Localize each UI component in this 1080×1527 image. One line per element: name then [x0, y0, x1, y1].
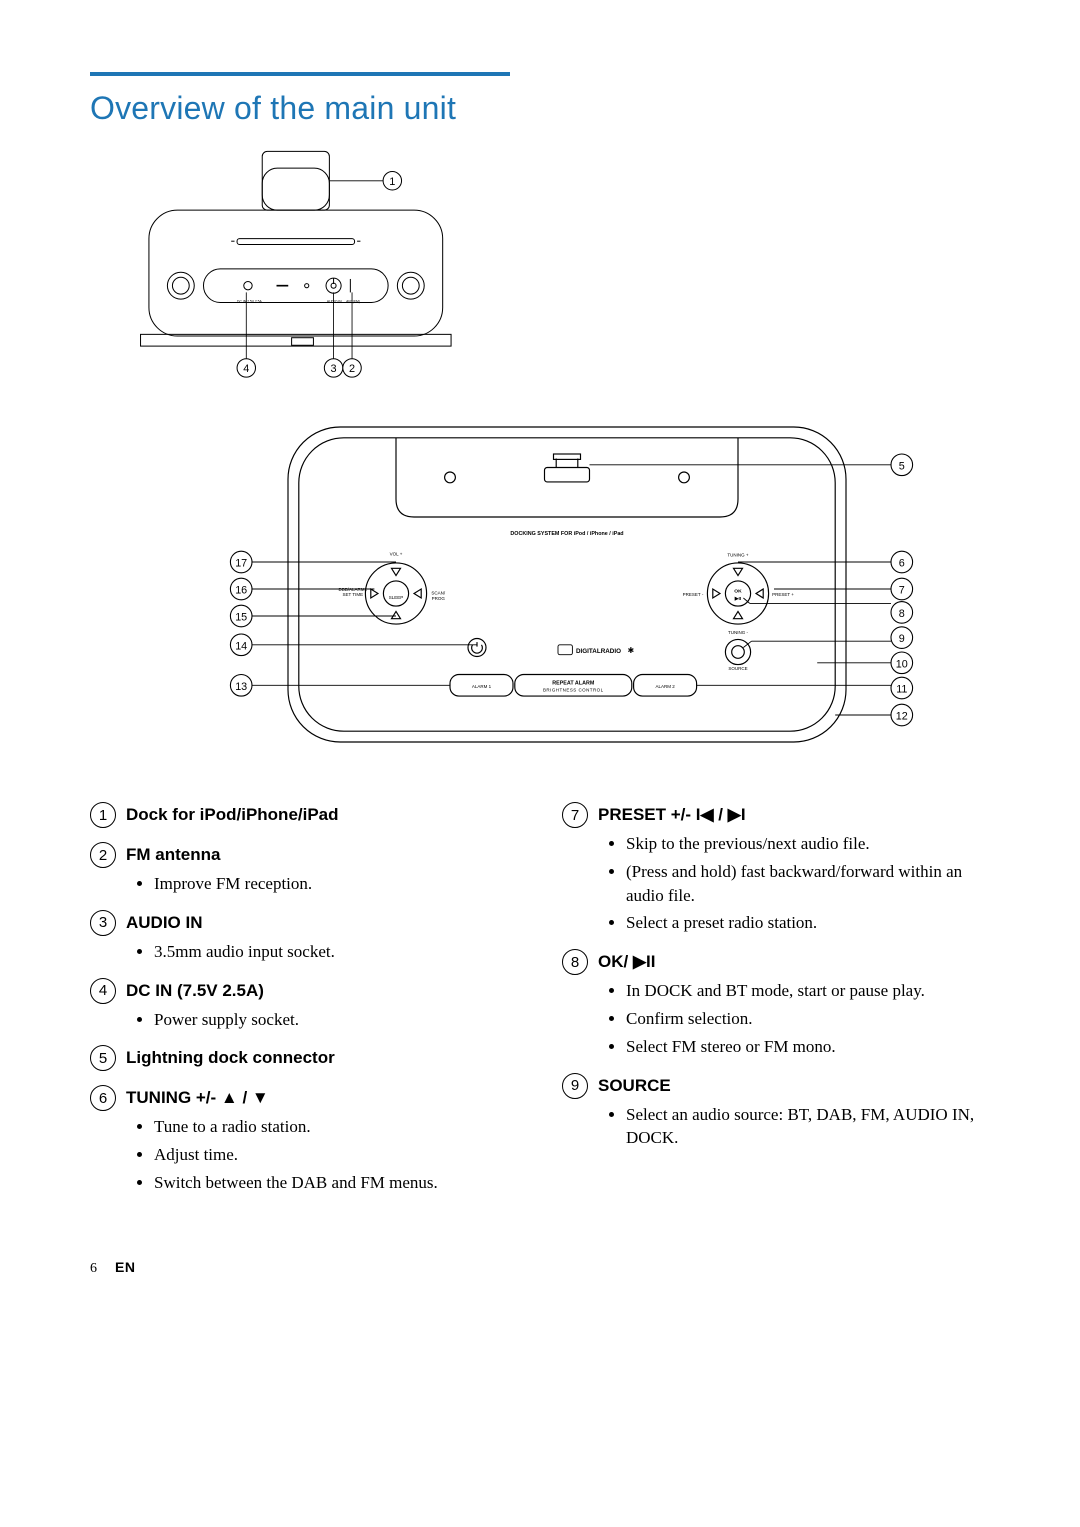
- svg-text:5: 5: [899, 460, 905, 472]
- svg-text:8: 8: [899, 608, 905, 620]
- svg-text:14: 14: [235, 640, 247, 652]
- bullet: Skip to the previous/next audio file.: [626, 832, 990, 856]
- item-3: 3 AUDIO IN 3.5mm audio input socket.: [90, 910, 518, 964]
- bullet: Power supply socket.: [154, 1008, 518, 1032]
- svg-text:PRESET -: PRESET -: [683, 592, 704, 597]
- svg-text:15: 15: [235, 612, 247, 624]
- bullet: Select a preset radio station.: [626, 911, 990, 935]
- item-title-4: DC IN (7.5V 2.5A): [126, 981, 264, 1001]
- item-2: 2 FM antenna Improve FM reception.: [90, 842, 518, 896]
- svg-text:7: 7: [899, 585, 905, 597]
- bullet: Tune to a radio station.: [154, 1115, 518, 1139]
- bullet: Improve FM reception.: [154, 872, 518, 896]
- page-footer: 6 EN: [90, 1259, 990, 1277]
- bullet: In DOCK and BT mode, start or pause play…: [626, 979, 990, 1003]
- item-title-8: OK/ ▶II: [598, 952, 655, 972]
- svg-text:BRIGHTNESS CONTROL: BRIGHTNESS CONTROL: [543, 688, 604, 693]
- page: Overview of the main unit: [0, 0, 1080, 1327]
- item-title-3: AUDIO IN: [126, 913, 203, 933]
- bullet: 3.5mm audio input socket.: [154, 940, 518, 964]
- bullet: Switch between the DAB and FM menus.: [154, 1171, 518, 1195]
- svg-text:▶II: ▶II: [734, 596, 742, 602]
- svg-text:10: 10: [896, 658, 908, 670]
- bullet: Confirm selection.: [626, 1007, 990, 1031]
- svg-text:PROG: PROG: [432, 596, 446, 601]
- bullet: (Press and hold) fast backward/forward w…: [626, 860, 990, 908]
- callout-num-4: 4: [90, 978, 116, 1004]
- svg-text:1: 1: [389, 176, 395, 188]
- svg-text:ANT(FM): ANT(FM): [346, 299, 360, 303]
- svg-text:ALARM 2: ALARM 2: [655, 684, 675, 689]
- descriptions: 1 Dock for iPod/iPhone/iPad 2 FM antenna…: [90, 802, 990, 1209]
- svg-text:2: 2: [349, 363, 355, 375]
- item-6: 6 TUNING +/- ▲ / ▼ Tune to a radio stati…: [90, 1085, 518, 1194]
- item-title-2: FM antenna: [126, 845, 220, 865]
- item-title-7: PRESET +/- I◀ / ▶I: [598, 805, 746, 825]
- svg-text:TUNING -: TUNING -: [728, 630, 748, 635]
- svg-text:12: 12: [896, 711, 908, 723]
- diagram-front: 1 4 3 2 DC IN 7.5V 2.5A AUDIO IN ANT(FM): [90, 143, 990, 383]
- item-title-1: Dock for iPod/iPhone/iPad: [126, 805, 339, 825]
- item-title-9: SOURCE: [598, 1076, 671, 1096]
- item-4: 4 DC IN (7.5V 2.5A) Power supply socket.: [90, 978, 518, 1032]
- svg-text:OK: OK: [734, 589, 742, 595]
- diagram-top: DOCKING SYSTEM FOR iPod / iPhone / iPad …: [90, 409, 990, 774]
- svg-text:VOL +: VOL +: [390, 552, 403, 557]
- bullet: Adjust time.: [154, 1143, 518, 1167]
- callout-num-2: 2: [90, 842, 116, 868]
- item-7: 7 PRESET +/- I◀ / ▶I Skip to the previou…: [562, 802, 990, 935]
- svg-text:13: 13: [235, 681, 247, 693]
- svg-text:SCAN/: SCAN/: [431, 590, 446, 595]
- svg-text:REPEAT ALARM: REPEAT ALARM: [552, 680, 595, 686]
- item-8: 8 OK/ ▶II In DOCK and BT mode, start or …: [562, 949, 990, 1058]
- svg-text:4: 4: [243, 363, 249, 375]
- page-number: 6: [90, 1261, 97, 1277]
- svg-text:DOCKING SYSTEM FOR iPod / iPho: DOCKING SYSTEM FOR iPod / iPhone / iPad: [510, 531, 623, 537]
- svg-text:SOURCE: SOURCE: [728, 666, 747, 671]
- callout-num-6: 6: [90, 1085, 116, 1111]
- svg-text:16: 16: [235, 585, 247, 597]
- svg-text:9: 9: [899, 633, 905, 645]
- svg-text:ALARM 1: ALARM 1: [472, 684, 492, 689]
- svg-text:6: 6: [899, 558, 905, 570]
- svg-text:AUDIO IN: AUDIO IN: [327, 299, 342, 303]
- right-column: 7 PRESET +/- I◀ / ▶I Skip to the previou…: [562, 802, 990, 1209]
- svg-text:DIGITALRADIO: DIGITALRADIO: [576, 648, 621, 655]
- svg-text:17: 17: [235, 558, 247, 570]
- page-title: Overview of the main unit: [90, 90, 990, 127]
- callout-num-5: 5: [90, 1045, 116, 1071]
- callout-num-3: 3: [90, 910, 116, 936]
- item-title-6: TUNING +/- ▲ / ▼: [126, 1088, 269, 1108]
- callout-num-7: 7: [562, 802, 588, 828]
- svg-text:SET TIME: SET TIME: [343, 592, 364, 597]
- item-9: 9 SOURCE Select an audio source: BT, DAB…: [562, 1073, 990, 1151]
- left-column: 1 Dock for iPod/iPhone/iPad 2 FM antenna…: [90, 802, 518, 1209]
- bullet: Select an audio source: BT, DAB, FM, AUD…: [626, 1103, 990, 1151]
- svg-text:11: 11: [896, 684, 907, 696]
- item-5: 5 Lightning dock connector: [90, 1045, 518, 1071]
- item-1: 1 Dock for iPod/iPhone/iPad: [90, 802, 518, 828]
- svg-text:TUNING +: TUNING +: [727, 553, 748, 558]
- svg-text:3: 3: [331, 363, 337, 375]
- callout-num-1: 1: [90, 802, 116, 828]
- page-lang: EN: [115, 1259, 135, 1275]
- title-rule: [90, 72, 510, 76]
- item-title-5: Lightning dock connector: [126, 1048, 335, 1068]
- callout-num-9: 9: [562, 1073, 588, 1099]
- svg-text:✱: ✱: [628, 646, 635, 655]
- svg-text:SLEEP: SLEEP: [389, 595, 404, 600]
- bullet: Select FM stereo or FM mono.: [626, 1035, 990, 1059]
- callout-num-8: 8: [562, 949, 588, 975]
- svg-text:DC IN 7.5V 2.5A: DC IN 7.5V 2.5A: [237, 299, 262, 303]
- svg-text:PRESET +: PRESET +: [772, 592, 794, 597]
